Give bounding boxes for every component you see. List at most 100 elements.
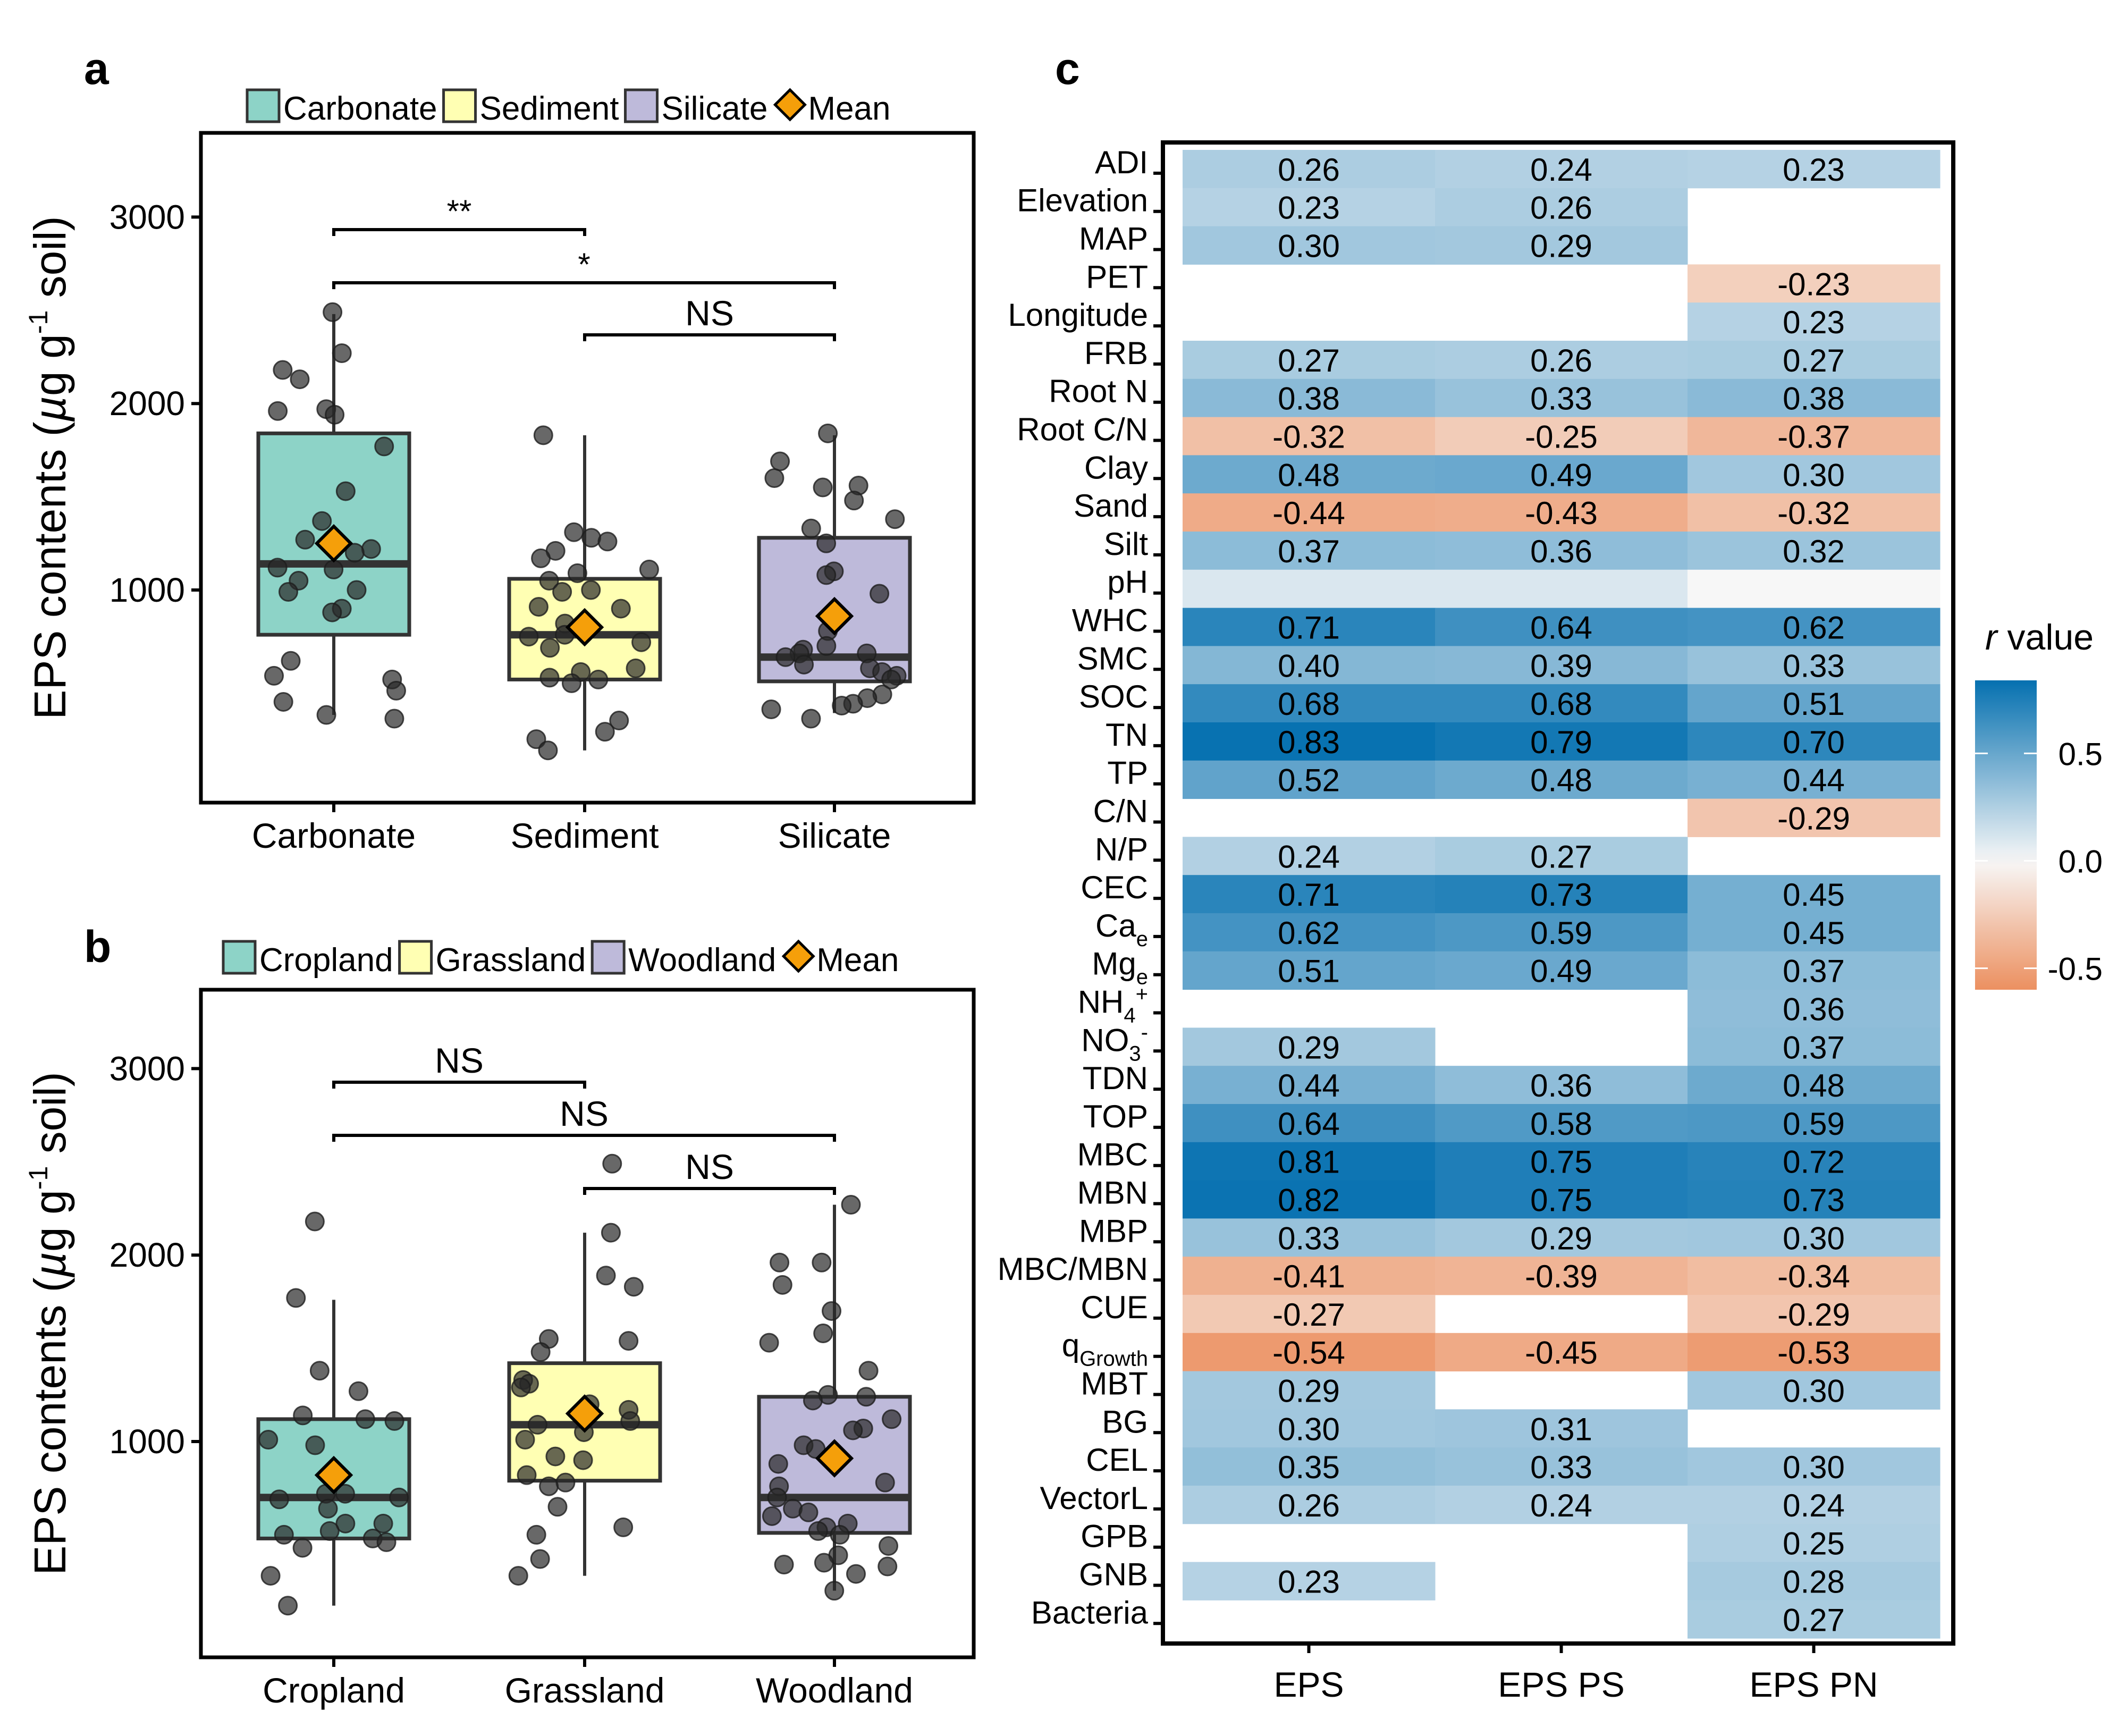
row-label: MBC/MBN [998,1251,1148,1287]
heatmap-cell-value: 0.33 [1783,648,1845,684]
data-point [639,559,659,579]
heatmap-cell-value: 0.30 [1278,229,1340,264]
heatmap-cell-value: 0.49 [1530,954,1592,989]
data-point [816,565,837,585]
data-point [384,1411,404,1431]
data-point [761,700,781,720]
heatmap-cell-value: 0.48 [1278,457,1340,493]
row-label-main: C/N [1093,794,1148,829]
data-point [595,722,615,742]
data-point [555,1472,576,1493]
heatmap-cell [1183,378,1436,418]
legend-label: Sediment [480,90,619,127]
data-point [774,1555,794,1575]
heatmap-cell [1183,1104,1436,1143]
data-point [816,533,837,553]
data-point [814,1553,834,1573]
data-point [531,548,551,568]
heatmap-cell-value: 0.83 [1278,724,1340,760]
heatmap-cell [1688,684,1941,723]
heatmap-cell [1435,226,1688,265]
row-label: CEC [1081,870,1148,905]
heatmap-cell [1688,913,1941,952]
heatmap-cell [1435,1066,1688,1105]
colorbar-tick-label: -0.5 [2048,951,2103,987]
data-point [601,1223,621,1243]
heatmap-cell-value: 0.26 [1530,343,1592,378]
y-tick-label: 3000 [109,198,185,236]
data-point [843,1420,863,1440]
heatmap-cell [1688,1523,1941,1563]
data-point [268,401,288,421]
legend-swatch [222,940,257,975]
y-tick-label: 2000 [109,1236,185,1274]
y-label-mu: µ [25,396,75,422]
data-point [292,1538,313,1558]
data-point [762,1506,782,1526]
data-point [273,692,293,712]
heatmap-cell-value: 0.24 [1530,152,1592,188]
row-label: SOC [1079,679,1148,714]
heatmap-cell [1183,1486,1436,1524]
heatmap-cell [1435,493,1688,532]
legend-label: Silicate [661,90,767,127]
row-label: TP [1107,755,1148,791]
x-tick-label: Cropland [263,1671,405,1710]
heatmap-cell [1183,684,1436,723]
heatmap-cell [1688,608,1941,646]
heatmap-cell-value: -0.27 [1272,1297,1345,1333]
column-label: EPS PN [1749,1665,1878,1704]
heatmap-cell-value: 0.30 [1278,1411,1340,1447]
heatmap-cell [1688,417,1941,456]
heatmap-cell-value: 0.45 [1783,915,1845,951]
significance-bracket [583,333,836,341]
heatmap-cell-value: 0.37 [1278,534,1340,569]
row-label: C/N [1093,794,1148,829]
heatmap-cell [1435,188,1688,227]
row-label: CEL [1086,1442,1148,1478]
row-label: Clay [1084,450,1148,485]
heatmap-cell [1688,1218,1941,1257]
heatmap-cell [1183,1218,1436,1257]
row-label: pH [1107,564,1148,600]
row-label-sub: e [1136,928,1148,951]
row-label-main: Clay [1084,450,1148,485]
data-point [801,518,821,538]
heatmap-cell [1183,1066,1436,1105]
data-point [875,1472,895,1493]
heatmap-cell [1183,532,1436,570]
heatmap-cell [1183,646,1436,685]
heatmap-cell-value: -0.29 [1777,1297,1850,1333]
colorbar-title: r value [1985,617,2094,658]
row-label-main: GNB [1079,1557,1148,1592]
data-point [767,1487,787,1507]
data-point [318,1498,338,1519]
y-label-sup: -1 [23,310,53,334]
heatmap-cell-value: 0.64 [1278,1106,1340,1142]
row-label: Root C/N [1017,412,1148,448]
legend-label: Cropland [259,942,393,979]
heatmap-cell-value: -0.44 [1272,495,1345,531]
x-tick-label: Silicate [778,816,891,855]
heatmap-cell-value: -0.29 [1777,801,1850,837]
heatmap-cell [1688,722,1941,761]
heatmap-cell [1435,646,1688,685]
heatmap-cell [1688,569,1941,609]
heatmap-cell [1435,913,1688,952]
row-label: Cae [1095,908,1148,951]
row-label-main: Root N [1049,374,1148,409]
data-point [324,559,344,579]
heatmap-cell-value: 0.81 [1278,1144,1340,1180]
heatmap-cell [1688,646,1941,685]
data-point [312,511,332,531]
row-label-main: pH [1107,564,1148,600]
data-point [812,1252,832,1272]
heatmap-cell [1688,378,1941,418]
heatmap-cell [1183,1180,1436,1219]
heatmap-cell-value: 0.72 [1783,1144,1845,1180]
legend-swatch [442,88,477,123]
row-label-sup: - [1141,1021,1148,1044]
heatmap-cell-value: -0.25 [1525,419,1598,455]
heatmap-cell [1688,150,1941,189]
heatmap-cell [1688,760,1941,799]
